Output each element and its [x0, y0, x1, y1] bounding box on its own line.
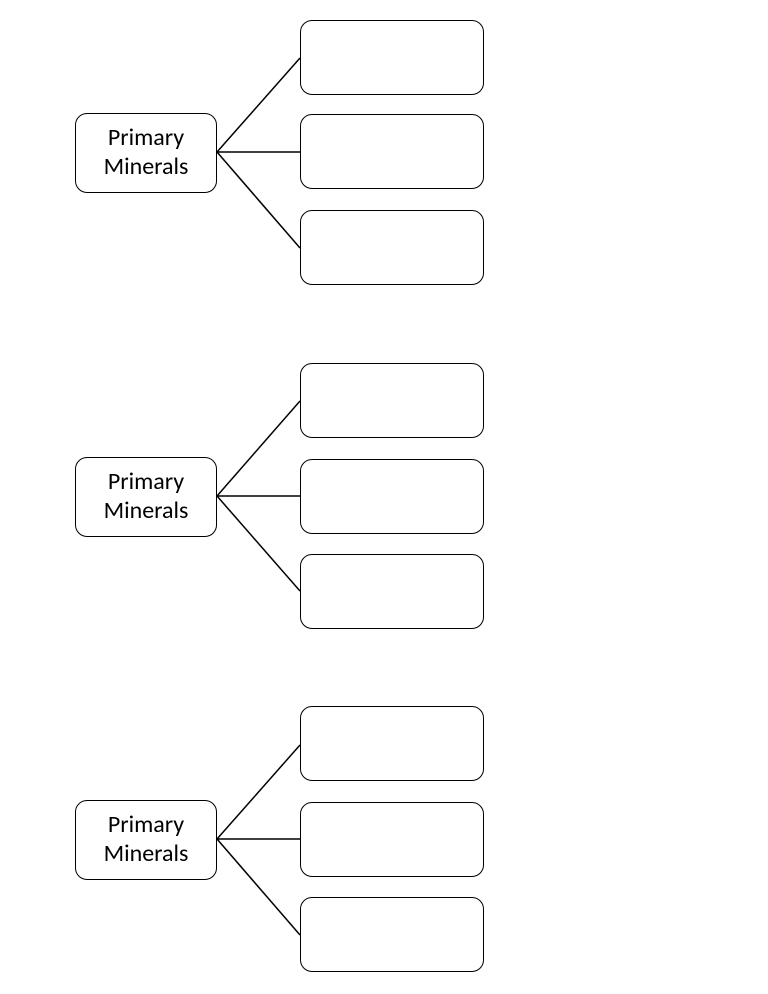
child-node — [300, 210, 484, 285]
parent-label-line1: Primary — [104, 468, 189, 497]
child-node — [300, 706, 484, 781]
edge — [217, 839, 300, 935]
child-node — [300, 363, 484, 438]
edge — [217, 152, 300, 248]
parent-label-line2: Minerals — [104, 840, 189, 869]
parent-label-line2: Minerals — [104, 497, 189, 526]
edge — [217, 496, 300, 591]
tree-diagram: PrimaryMineralsPrimaryMineralsPrimaryMin… — [0, 0, 768, 994]
child-node — [300, 802, 484, 877]
parent-node: PrimaryMinerals — [75, 457, 217, 537]
parent-label-line2: Minerals — [104, 153, 189, 182]
child-node — [300, 114, 484, 189]
edge — [217, 58, 300, 152]
parent-label-line1: Primary — [104, 811, 189, 840]
edge — [217, 401, 300, 496]
parent-node: PrimaryMinerals — [75, 113, 217, 193]
edge — [217, 745, 300, 839]
child-node — [300, 459, 484, 534]
parent-node: PrimaryMinerals — [75, 800, 217, 880]
child-node — [300, 897, 484, 972]
child-node — [300, 554, 484, 629]
parent-label-line1: Primary — [104, 124, 189, 153]
child-node — [300, 20, 484, 95]
